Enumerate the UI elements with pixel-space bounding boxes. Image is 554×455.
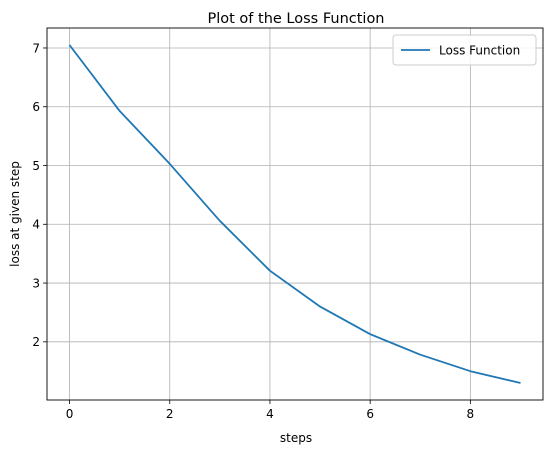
legend-box <box>392 34 537 66</box>
plot-frame <box>46 27 544 401</box>
x-tick-label: 8 <box>467 407 475 421</box>
series-line-loss-function <box>68 44 521 384</box>
y-tick-label: 5 <box>32 159 40 173</box>
x-tick-label: 4 <box>266 407 274 421</box>
x-axis: 0 2 4 6 8 <box>66 400 474 421</box>
chart-title: Plot of the Loss Function <box>207 11 384 27</box>
y-tick-label: 4 <box>32 218 40 232</box>
y-tick-label: 7 <box>32 41 40 55</box>
x-tick-label: 0 <box>66 407 74 421</box>
y-tick-label: 6 <box>32 100 40 114</box>
x-tick-label: 6 <box>366 407 374 421</box>
y-axis: 2 3 4 5 6 7 <box>32 41 47 349</box>
x-axis-label: steps <box>280 431 312 445</box>
y-axis-label: loss at given step <box>8 161 22 267</box>
series-layer <box>68 44 521 384</box>
x-tick-label: 2 <box>166 407 174 421</box>
grid <box>47 28 543 400</box>
y-tick-label: 3 <box>32 276 40 290</box>
legend-label: Loss Function <box>439 44 520 58</box>
legend: Loss Function <box>392 34 537 66</box>
y-tick-label: 2 <box>32 335 40 349</box>
